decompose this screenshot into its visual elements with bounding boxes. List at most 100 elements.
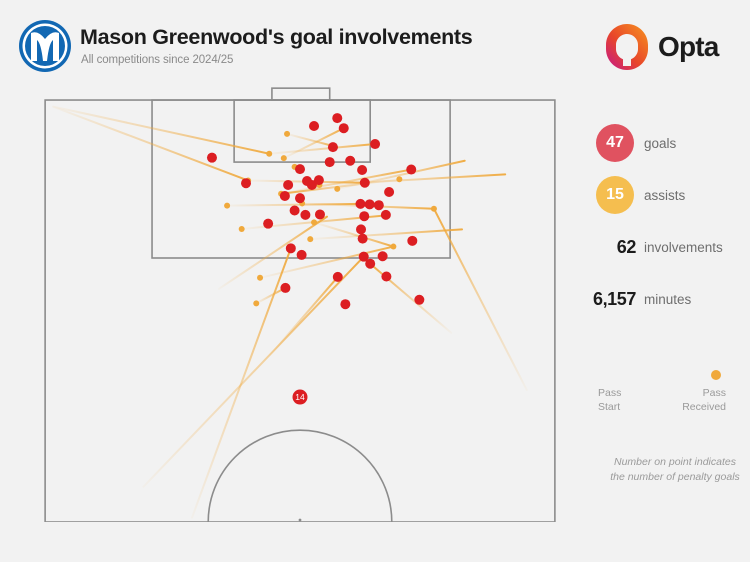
marseille-crest-icon [18, 19, 72, 73]
assists-label: assists [644, 187, 686, 203]
goal-point [300, 209, 311, 220]
goal-point [280, 282, 291, 293]
stat-goals: 47 goals [596, 124, 750, 176]
goal-point [289, 205, 300, 216]
pass-line [191, 247, 292, 519]
goal-point [381, 271, 392, 282]
goal-point [332, 113, 343, 124]
stat-involvements: 62 involvements [596, 228, 750, 280]
pass-line [432, 207, 528, 391]
goal-point [285, 243, 296, 254]
pitch-outline [44, 99, 556, 523]
goal-point [314, 209, 325, 220]
opta-brand: Opta [604, 22, 750, 78]
pass-line [142, 255, 365, 488]
pass-line [318, 173, 507, 186]
involvements-value: 62 [616, 236, 637, 257]
goal-point [359, 211, 370, 222]
pass-line [309, 228, 463, 241]
assist-point [280, 155, 287, 162]
assist-point [266, 150, 273, 157]
goal-point [283, 179, 294, 190]
pass-line [255, 286, 287, 305]
goal-point [357, 233, 368, 244]
goal-point [406, 164, 417, 175]
opta-wordmark: Opta [658, 31, 719, 62]
assists-value: 15 [606, 186, 624, 203]
goal-points-group [206, 113, 425, 310]
penalty-goal-count-label: 14 [295, 392, 305, 402]
footnote-line2: the number of penalty goals [610, 471, 740, 483]
goal-point [306, 179, 317, 190]
pass-line [269, 275, 339, 356]
goals-value: 47 [606, 134, 624, 151]
pass-line [52, 105, 250, 182]
goal-point [377, 251, 388, 262]
goal-point [356, 224, 367, 235]
goal-point [345, 155, 356, 166]
goal-point [358, 251, 369, 262]
goals-badge: 47 [596, 124, 634, 162]
goal-point [241, 178, 251, 189]
goal-point [359, 177, 370, 188]
footnote-line1: Number on point indicates [614, 456, 736, 468]
header: Mason Greenwood's goal involvements All … [0, 0, 570, 88]
goal-point [407, 235, 418, 246]
goal-point [365, 258, 376, 269]
pass-lines-group [52, 105, 528, 519]
pass-received-label: Pass Received [654, 386, 726, 414]
pass-received-line2: Received [682, 401, 726, 413]
goal-point [373, 200, 384, 211]
goal-point [370, 139, 381, 150]
pass-start-label: Pass Start [598, 386, 621, 414]
pass-received-line1: Pass [702, 387, 726, 399]
centre-spot [298, 518, 302, 522]
goal-point [327, 142, 338, 153]
pass-legend-labels: Pass Start Pass Received [598, 386, 744, 416]
assist-point [284, 130, 291, 137]
pass-line [280, 168, 413, 195]
assists-badge: 15 [596, 176, 634, 214]
goal-point [295, 193, 305, 204]
goal-point [279, 190, 290, 201]
centre-circle [207, 429, 393, 523]
pass-line [218, 215, 328, 290]
pass-direction-legend: Pass Start Pass Received [598, 368, 744, 416]
assist-point [334, 185, 341, 192]
pass-line [268, 143, 377, 155]
goal-point [313, 175, 324, 186]
pass-gradient-line [598, 368, 726, 382]
stats-panel: 47 goals 15 assists 62 involvements 6,15… [593, 124, 750, 332]
pitch-scatter-chart: 14 [30, 82, 570, 523]
assist-point [257, 274, 264, 281]
pass-line [280, 178, 401, 195]
pitch-svg: 14 [44, 87, 556, 523]
goal-frame [271, 87, 331, 101]
goal-point [263, 218, 274, 229]
goals-label: goals [644, 135, 677, 151]
goal-point [338, 123, 349, 134]
pass-start-line2: Start [598, 401, 621, 413]
goal-point [380, 209, 391, 220]
assist-point [224, 202, 231, 209]
assist-point [307, 236, 314, 243]
assist-point [253, 300, 260, 307]
assist-point [390, 243, 397, 250]
page-title: Mason Greenwood's goal involvements [80, 25, 473, 49]
goal-point [309, 121, 320, 131]
minutes-label: minutes [644, 291, 692, 307]
pass-start-line1: Pass [598, 387, 622, 399]
pass-line [313, 221, 395, 248]
goal-point [295, 164, 305, 175]
penalty-goal-point [292, 389, 308, 405]
assist-point [311, 219, 318, 226]
assist-point [396, 176, 403, 183]
involvements-label: involvements [644, 239, 723, 255]
penalty-footnote: Number on point indicates the number of … [602, 455, 748, 485]
stat-minutes: 6,157 minutes [593, 280, 750, 332]
stat-assists: 15 assists [596, 176, 750, 228]
opta-logo-icon [604, 22, 650, 72]
goal-point [355, 198, 366, 209]
pass-line [52, 105, 271, 155]
